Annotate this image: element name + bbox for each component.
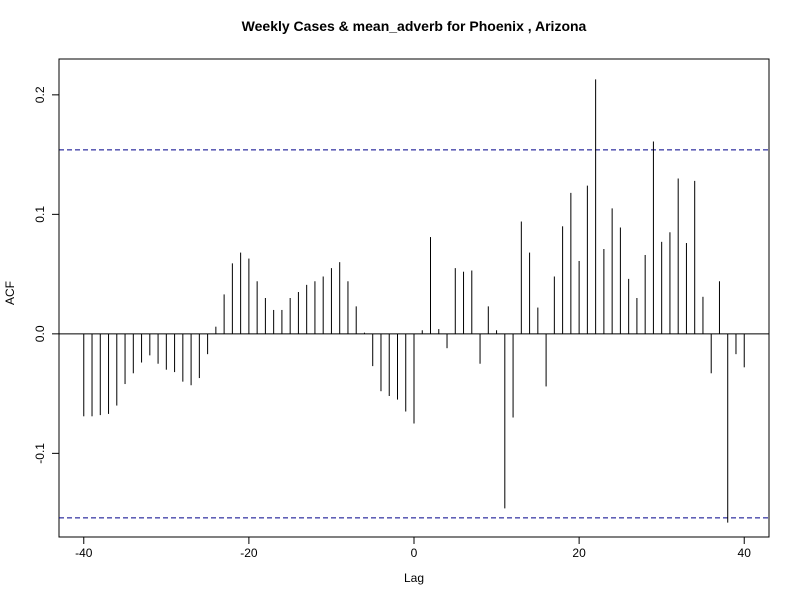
y-axis: -0.1 0.0 0.1 0.2 (33, 86, 60, 464)
chart-title: Weekly Cases & mean_adverb for Phoenix ,… (242, 18, 587, 34)
x-axis-label: Lag (404, 571, 424, 585)
acf-bars (83, 79, 745, 523)
confidence-bounds (59, 149, 769, 519)
y-tick-label: 0.1 (33, 206, 47, 223)
x-tick-label: 20 (572, 546, 586, 560)
x-tick-label: 0 (411, 546, 418, 560)
x-tick-label: -20 (240, 546, 258, 560)
x-tick-label: 40 (738, 546, 752, 560)
y-tick-label: -0.1 (33, 443, 47, 464)
y-tick-label: 0.2 (33, 86, 47, 103)
x-axis: -40 -20 0 20 40 (75, 536, 752, 560)
x-tick-label: -40 (75, 546, 93, 560)
plot-frame (58, 58, 770, 538)
y-axis-label: ACF (3, 281, 17, 305)
y-tick-label: 0.0 (33, 325, 47, 342)
